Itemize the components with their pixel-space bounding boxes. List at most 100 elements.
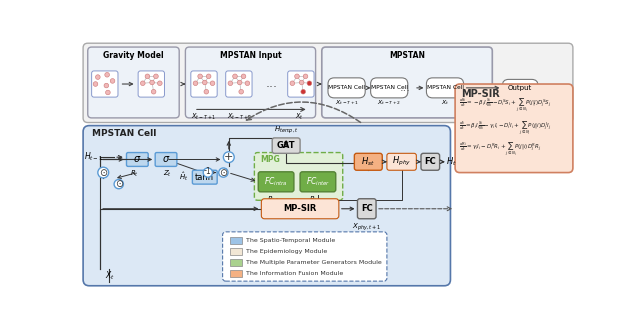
Circle shape (239, 90, 244, 94)
Circle shape (110, 79, 115, 83)
FancyBboxPatch shape (226, 71, 252, 97)
Text: Gravity Model: Gravity Model (103, 51, 164, 60)
Bar (230, 248, 242, 255)
FancyBboxPatch shape (387, 153, 417, 170)
Circle shape (140, 81, 145, 86)
Text: FC: FC (424, 157, 436, 166)
Circle shape (193, 81, 198, 86)
Text: $X_{t-T+2}$: $X_{t-T+2}$ (377, 98, 401, 107)
Text: $P_{inter}$: $P_{inter}$ (309, 195, 327, 205)
Text: $H_t$: $H_t$ (446, 155, 456, 168)
FancyBboxPatch shape (138, 71, 164, 97)
Circle shape (301, 90, 305, 94)
Circle shape (157, 81, 162, 86)
Text: $\hat{H}_t$: $\hat{H}_t$ (179, 171, 189, 183)
Text: ...: ... (266, 77, 277, 90)
Text: ⊙: ⊙ (99, 168, 108, 177)
Text: $\frac{dR_i}{dt}=\gamma_i I_i-D_i^R R_i+\sum_{j\in N_i}\!P(j|i)D_j^R R_j$: $\frac{dR_i}{dt}=\gamma_i I_i-D_i^R R_i+… (459, 140, 541, 159)
FancyBboxPatch shape (455, 84, 573, 173)
Text: $H_{t-1}$: $H_{t-1}$ (84, 151, 103, 163)
Circle shape (106, 90, 110, 95)
Text: $H_{phy}$: $H_{phy}$ (392, 155, 412, 168)
Text: The Spatio-Temporal Module: The Spatio-Temporal Module (246, 238, 335, 243)
Text: $FC_{intra}$: $FC_{intra}$ (264, 175, 288, 188)
Text: $X_t$: $X_t$ (441, 98, 449, 107)
FancyBboxPatch shape (502, 79, 538, 96)
Text: MPSTAN Cell: MPSTAN Cell (371, 85, 408, 91)
FancyBboxPatch shape (186, 47, 316, 118)
Circle shape (228, 81, 233, 86)
FancyBboxPatch shape (191, 71, 217, 97)
Text: $\sigma$: $\sigma$ (133, 154, 141, 164)
Text: $\sigma$: $\sigma$ (162, 154, 170, 164)
FancyBboxPatch shape (223, 232, 387, 281)
Circle shape (104, 83, 109, 88)
Circle shape (290, 81, 294, 86)
Text: $P_{intra}$: $P_{intra}$ (268, 195, 285, 205)
Text: MP-SIR: MP-SIR (284, 204, 317, 213)
Circle shape (105, 72, 109, 77)
Text: +: + (224, 152, 234, 162)
FancyBboxPatch shape (355, 153, 382, 170)
Circle shape (219, 168, 228, 177)
Text: $X_t$: $X_t$ (295, 112, 304, 122)
Text: $X_{t-T+2}$: $X_{t-T+2}$ (227, 112, 252, 122)
FancyBboxPatch shape (371, 78, 408, 98)
Text: FC: FC (361, 204, 372, 213)
Circle shape (150, 80, 154, 85)
Circle shape (204, 168, 212, 177)
Circle shape (98, 167, 109, 178)
FancyBboxPatch shape (328, 78, 365, 98)
Text: $X_t$: $X_t$ (104, 269, 115, 282)
Circle shape (307, 81, 312, 86)
FancyBboxPatch shape (259, 172, 294, 192)
FancyBboxPatch shape (421, 153, 440, 170)
Circle shape (93, 82, 98, 86)
Text: $\frac{dI_i}{dt}=\beta_i I_i\frac{S_i}{N_i}-\gamma_i I_i-D_i^I I_i+\sum_{j\in N_: $\frac{dI_i}{dt}=\beta_i I_i\frac{S_i}{N… (459, 119, 551, 138)
Text: The Multiple Parameter Generators Module: The Multiple Parameter Generators Module (246, 260, 381, 265)
FancyBboxPatch shape (127, 153, 148, 166)
Circle shape (151, 90, 156, 94)
Text: MPSTAN: MPSTAN (389, 51, 425, 60)
Circle shape (223, 152, 234, 163)
FancyBboxPatch shape (83, 43, 573, 123)
Text: 1: 1 (205, 167, 211, 176)
Circle shape (241, 74, 246, 79)
Circle shape (300, 80, 304, 85)
Text: $\frac{dS_i}{dt}=-\beta_i I_i\frac{S_i}{N_i}-D_i^S S_i+\sum_{j\in N_i}\!P(j|i)D_: $\frac{dS_i}{dt}=-\beta_i I_i\frac{S_i}{… (459, 96, 552, 115)
Text: $FC_{inter}$: $FC_{inter}$ (306, 175, 330, 188)
FancyBboxPatch shape (88, 47, 179, 118)
Circle shape (154, 74, 158, 79)
Circle shape (202, 80, 207, 85)
Text: $Z_t$: $Z_t$ (163, 169, 172, 179)
FancyBboxPatch shape (155, 153, 177, 166)
Text: $H_{temp,t}$: $H_{temp,t}$ (274, 125, 298, 136)
Circle shape (245, 81, 250, 86)
Text: $H_{st}$: $H_{st}$ (362, 155, 375, 168)
Text: -: - (204, 166, 207, 175)
Text: MP-SIR: MP-SIR (461, 89, 500, 99)
FancyBboxPatch shape (300, 172, 336, 192)
FancyBboxPatch shape (322, 47, 492, 118)
Circle shape (210, 81, 215, 86)
Text: ⊙: ⊙ (220, 168, 227, 177)
Text: MPSTAN Cell: MPSTAN Cell (328, 85, 365, 91)
Circle shape (294, 74, 300, 79)
Circle shape (198, 74, 202, 79)
Circle shape (303, 74, 308, 79)
Text: tanh: tanh (195, 173, 214, 182)
Bar (230, 259, 242, 266)
FancyBboxPatch shape (83, 126, 451, 286)
Text: ⊙: ⊙ (115, 179, 123, 189)
Circle shape (114, 179, 124, 189)
Text: GAT: GAT (277, 141, 296, 150)
FancyBboxPatch shape (358, 199, 376, 219)
Circle shape (233, 74, 237, 79)
Text: MPSTAN Input: MPSTAN Input (220, 51, 282, 60)
Circle shape (237, 80, 242, 85)
FancyBboxPatch shape (426, 78, 463, 98)
Text: The Epidemiology Module: The Epidemiology Module (246, 249, 327, 254)
Text: $X_{t-T+1}$: $X_{t-T+1}$ (335, 98, 358, 107)
Text: MPSTAN Cell: MPSTAN Cell (92, 129, 157, 138)
FancyBboxPatch shape (193, 170, 217, 184)
